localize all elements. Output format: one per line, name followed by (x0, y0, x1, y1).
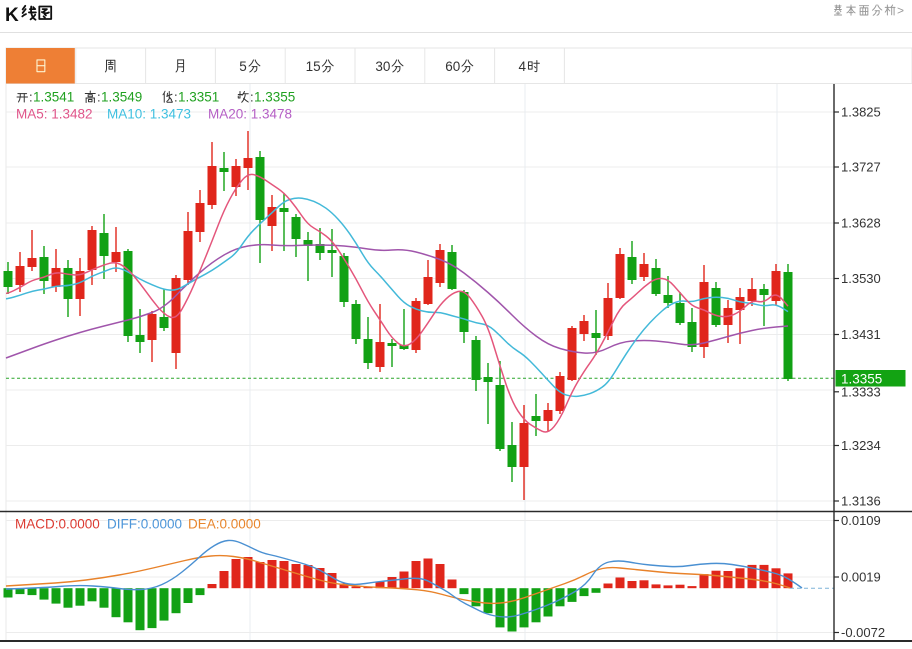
svg-text:MACD:0.0000: MACD:0.0000 (15, 517, 100, 532)
svg-text:1.3541: 1.3541 (33, 90, 74, 105)
svg-text:1.3825: 1.3825 (841, 105, 881, 120)
svg-text:>: > (897, 4, 904, 18)
svg-text:MA20: 1.3478: MA20: 1.3478 (208, 107, 292, 122)
svg-text:DEA:0.0000: DEA:0.0000 (188, 517, 261, 532)
svg-text::: : (97, 90, 101, 105)
svg-text:60: 60 (445, 59, 460, 74)
svg-text:1.3530: 1.3530 (841, 271, 881, 286)
svg-text:-0.0072: -0.0072 (841, 625, 885, 640)
svg-text:DIFF:0.0000: DIFF:0.0000 (107, 517, 182, 532)
svg-text::: : (29, 90, 33, 105)
svg-text::: : (250, 90, 254, 105)
svg-text:1.3355: 1.3355 (254, 90, 295, 105)
svg-text:1.3333: 1.3333 (841, 384, 881, 399)
svg-text:1.3431: 1.3431 (841, 327, 881, 342)
svg-text:1.3727: 1.3727 (841, 160, 881, 175)
svg-text:15: 15 (306, 59, 321, 74)
svg-text:5: 5 (239, 59, 247, 74)
svg-text:K: K (5, 5, 19, 26)
svg-text:1.3549: 1.3549 (101, 90, 142, 105)
svg-text::: : (174, 90, 178, 105)
svg-text:1.3351: 1.3351 (178, 90, 219, 105)
svg-text:0.0019: 0.0019 (841, 570, 881, 585)
svg-text:MA10: 1.3473: MA10: 1.3473 (107, 107, 191, 122)
svg-text:MA5: 1.3482: MA5: 1.3482 (16, 107, 93, 122)
svg-text:1.3628: 1.3628 (841, 216, 881, 231)
svg-text:1.3234: 1.3234 (841, 438, 881, 453)
svg-text:30: 30 (375, 59, 390, 74)
svg-text:1.3136: 1.3136 (841, 494, 881, 509)
svg-text:1.3355: 1.3355 (841, 372, 882, 387)
svg-text:0.0109: 0.0109 (841, 513, 881, 528)
svg-text:4: 4 (519, 59, 527, 74)
